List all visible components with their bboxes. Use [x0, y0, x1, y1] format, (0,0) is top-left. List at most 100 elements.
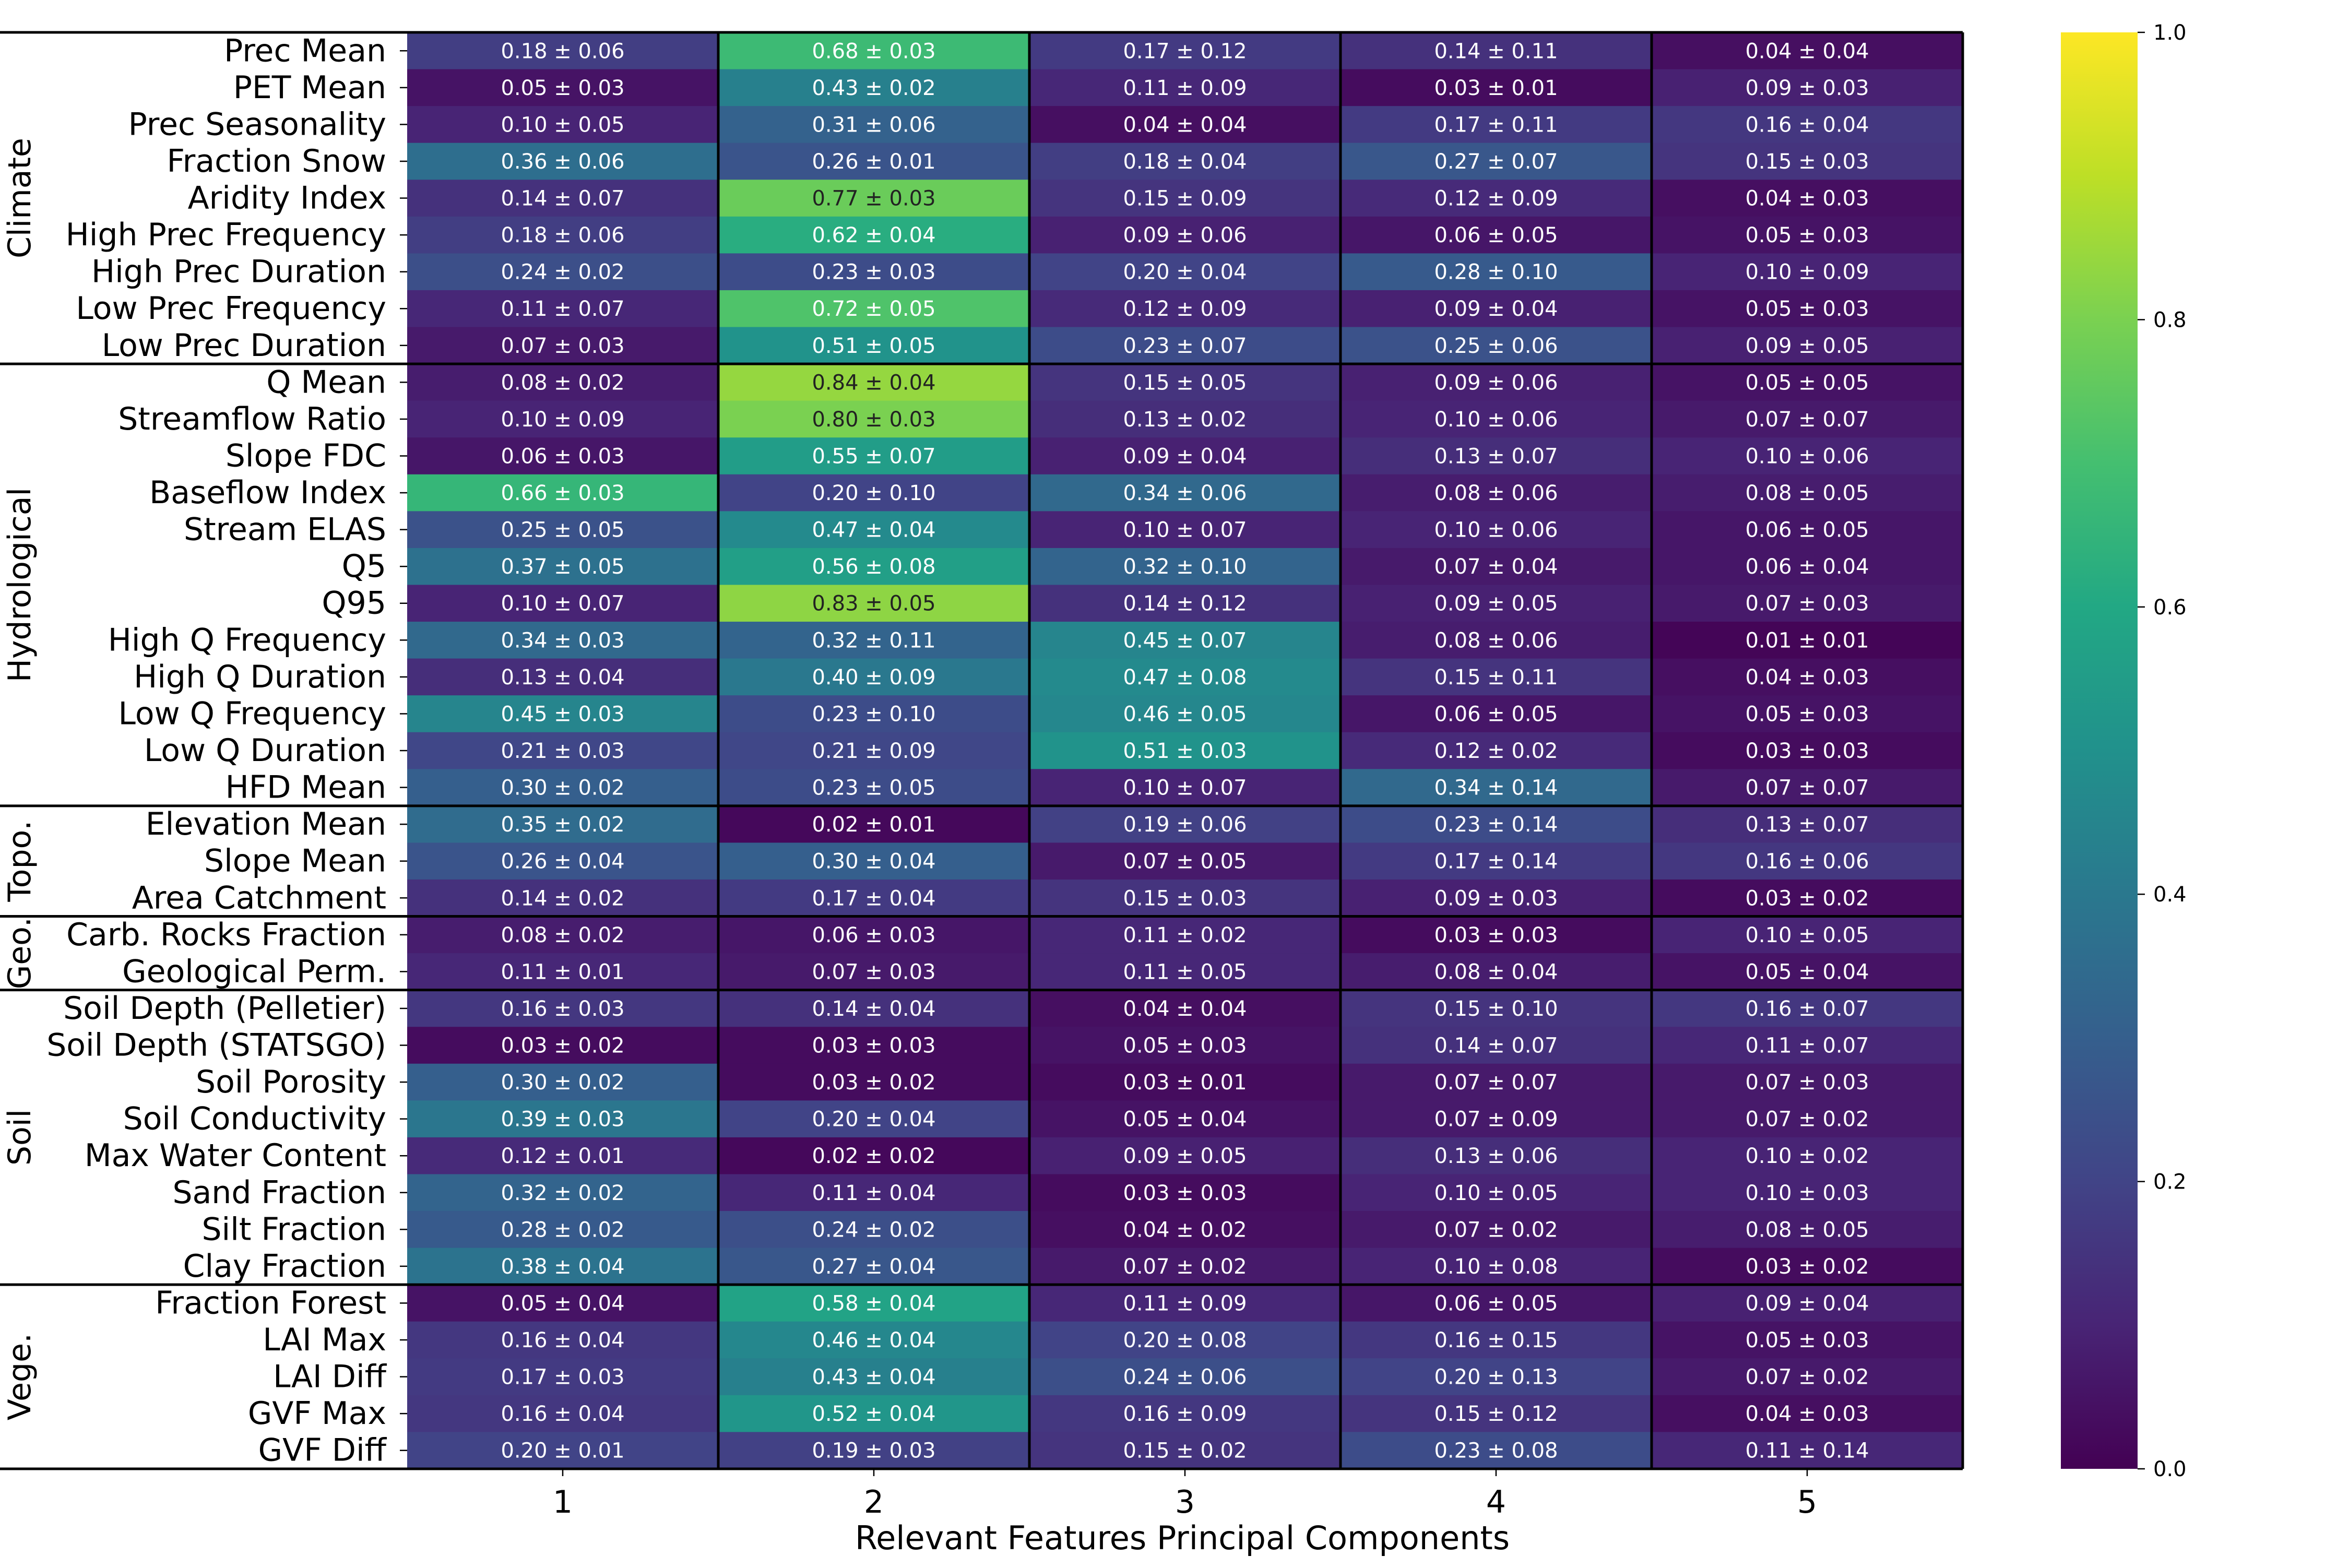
cell-value-label: 0.16 ± 0.09 [1123, 1402, 1247, 1426]
heatmap-cell [1029, 769, 1341, 806]
cell-value-label: 0.23 ± 0.05 [812, 776, 935, 800]
heatmap-cell [407, 548, 719, 586]
cell-value-label: 0.07 ± 0.07 [1434, 1071, 1558, 1095]
heatmap-cell [1340, 1395, 1652, 1433]
cell-value-label: 0.68 ± 0.03 [812, 39, 935, 63]
heatmap-cell [1340, 732, 1652, 769]
cell-value-label: 0.11 ± 0.07 [1745, 1034, 1869, 1058]
heatmap-cell [1340, 1137, 1652, 1175]
heatmap-cell [718, 1321, 1030, 1359]
cell-value-label: 0.15 ± 0.09 [1123, 187, 1247, 211]
cell-value-label: 0.07 ± 0.03 [1745, 592, 1869, 616]
heatmap-cell [1340, 216, 1652, 254]
cell-value-label: 0.23 ± 0.03 [812, 260, 935, 284]
cell-value-label: 0.08 ± 0.06 [1434, 481, 1558, 505]
heatmap-cell [1340, 805, 1652, 844]
heatmap-cell [1340, 142, 1652, 180]
cell-value-label: 0.37 ± 0.05 [501, 555, 624, 579]
heatmap-cell [718, 1063, 1030, 1101]
row-label: LAI Max [263, 1322, 386, 1358]
cell-value-label: 0.47 ± 0.04 [812, 518, 935, 542]
heatmap-cell [718, 327, 1030, 364]
heatmap-cell [1029, 1063, 1341, 1101]
heatmap-cell [407, 32, 719, 70]
heatmap-cell [718, 1285, 1030, 1322]
cell-value-label: 0.04 ± 0.03 [1745, 666, 1869, 690]
heatmap-cell [1340, 879, 1652, 917]
cell-value-label: 0.04 ± 0.04 [1123, 113, 1247, 137]
heatmap-cell [718, 695, 1030, 733]
row-label: Max Water Content [85, 1137, 386, 1174]
heatmap-cell [407, 1027, 719, 1064]
heatmap-cell [718, 990, 1030, 1027]
heatmap-cell [407, 1211, 719, 1249]
heatmap-cell [1340, 290, 1652, 328]
cell-value-label: 0.15 ± 0.05 [1123, 371, 1247, 395]
heatmap-cell [718, 1174, 1030, 1211]
heatmap-cell [1652, 106, 1963, 144]
cell-value-label: 0.09 ± 0.05 [1745, 334, 1869, 358]
heatmap-cell [1652, 180, 1963, 217]
cell-value-label: 0.11 ± 0.09 [1123, 76, 1247, 100]
heatmap-cell [718, 1027, 1030, 1064]
heatmap-cell [718, 69, 1030, 106]
cell-value-label: 0.03 ± 0.02 [501, 1034, 624, 1058]
cell-value-label: 0.10 ± 0.05 [1745, 923, 1869, 947]
heatmap-cell [718, 622, 1030, 659]
x-axis-title: Relevant Features Principal Components [855, 1519, 1510, 1557]
colorbar [2061, 32, 2138, 1469]
heatmap-cell [1029, 511, 1341, 549]
heatmap-cell [1340, 32, 1652, 70]
cell-value-label: 0.03 ± 0.02 [812, 1071, 935, 1095]
cell-value-label: 0.23 ± 0.07 [1123, 334, 1247, 358]
cell-value-label: 0.24 ± 0.02 [501, 260, 624, 284]
heatmap-cell [1029, 1211, 1341, 1249]
heatmap-cell [1029, 1358, 1341, 1396]
heatmap-cell [1652, 622, 1963, 659]
heatmap-cell [1029, 364, 1341, 401]
heatmap-cell [1029, 842, 1341, 880]
colorbar-tick-label: 0.8 [2153, 308, 2187, 332]
cell-value-label: 0.05 ± 0.03 [1745, 223, 1869, 247]
cell-value-label: 0.10 ± 0.07 [1123, 518, 1247, 542]
cell-value-label: 0.11 ± 0.05 [1123, 960, 1247, 984]
cell-value-label: 0.20 ± 0.08 [1123, 1328, 1247, 1352]
heatmap-cell [407, 106, 719, 144]
cell-value-label: 0.06 ± 0.03 [812, 923, 935, 947]
cell-value-label: 0.16 ± 0.04 [501, 1402, 624, 1426]
cell-value-label: 0.10 ± 0.05 [501, 113, 624, 137]
heatmap-cell [407, 695, 719, 733]
row-label: LAI Diff [273, 1359, 387, 1395]
cell-value-label: 0.58 ± 0.04 [812, 1291, 935, 1315]
cell-value-label: 0.17 ± 0.12 [1123, 39, 1247, 63]
heatmap-cell [1340, 327, 1652, 364]
cell-value-label: 0.47 ± 0.08 [1123, 666, 1247, 690]
cell-value-label: 0.84 ± 0.04 [812, 371, 935, 395]
heatmap-cell [718, 142, 1030, 180]
cell-value-label: 0.72 ± 0.05 [812, 297, 935, 321]
row-label: Slope Mean [204, 843, 386, 880]
row-label: Low Q Frequency [118, 695, 387, 732]
heatmap-cell [718, 216, 1030, 254]
cell-value-label: 0.12 ± 0.09 [1123, 297, 1247, 321]
heatmap-cell [1340, 1321, 1652, 1359]
cell-value-label: 0.08 ± 0.02 [501, 923, 624, 947]
cell-value-label: 0.10 ± 0.07 [1123, 776, 1247, 800]
heatmap-cell [407, 1358, 719, 1396]
heatmap-cell [1029, 437, 1341, 475]
row-label: Clay Fraction [183, 1248, 386, 1285]
heatmap-cell [1340, 69, 1652, 106]
cell-value-label: 0.14 ± 0.07 [501, 187, 624, 211]
cell-value-label: 0.35 ± 0.02 [501, 813, 624, 837]
cell-value-label: 0.30 ± 0.02 [501, 1071, 624, 1095]
heatmap-cell [1029, 1027, 1341, 1064]
cell-value-label: 0.21 ± 0.09 [812, 739, 935, 763]
cell-value-label: 0.62 ± 0.04 [812, 223, 935, 247]
cell-value-label: 0.17 ± 0.11 [1434, 113, 1558, 137]
cell-value-label: 0.39 ± 0.03 [501, 1108, 624, 1132]
cell-value-label: 0.25 ± 0.06 [1434, 334, 1558, 358]
heatmap-cell [1652, 1174, 1963, 1211]
cell-value-label: 0.20 ± 0.13 [1434, 1365, 1558, 1389]
heatmap-cell [1340, 1174, 1652, 1211]
